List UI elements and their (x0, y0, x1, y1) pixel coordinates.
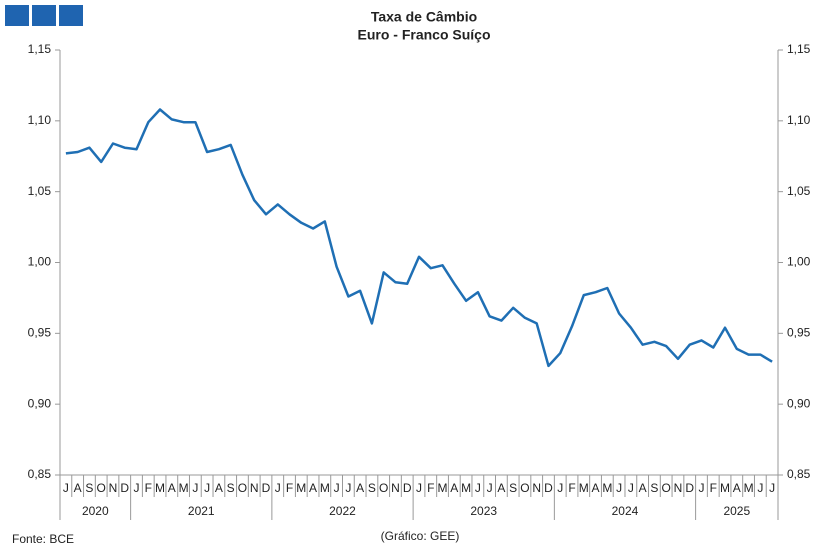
chart-title: Taxa de Câmbio (371, 9, 477, 25)
x-tick-label: S (85, 481, 93, 495)
y-tick-label: 1,05 (28, 184, 52, 198)
y-tick-label: 1,10 (28, 113, 52, 127)
source: Fonte: BCE (12, 532, 74, 546)
x-tick-label: D (403, 481, 412, 495)
x-tick-label: A (356, 481, 364, 495)
y-tick-label: 1,00 (28, 255, 52, 269)
x-tick-label: N (532, 481, 541, 495)
x-tick-label: J (345, 481, 351, 495)
y2-tick-label: 1,10 (787, 113, 811, 127)
x-tick-label: J (628, 481, 634, 495)
x-tick-label: A (168, 481, 176, 495)
x-tick-label: M (155, 481, 165, 495)
x-tick-label: O (662, 481, 671, 495)
year-label: 2020 (82, 504, 109, 518)
x-tick-label: A (639, 481, 647, 495)
x-tick-label: J (616, 481, 622, 495)
y-tick-label: 0,95 (28, 326, 52, 340)
logo-square (32, 5, 56, 26)
x-tick-label: J (557, 481, 563, 495)
x-tick-label: J (698, 481, 704, 495)
logo-square (5, 5, 29, 26)
x-tick-label: M (579, 481, 589, 495)
x-tick-label: F (568, 481, 575, 495)
x-tick-label: O (520, 481, 529, 495)
x-tick-label: N (391, 481, 400, 495)
x-tick-label: J (475, 481, 481, 495)
x-tick-label: M (602, 481, 612, 495)
x-tick-label: S (227, 481, 235, 495)
x-tick-label: F (427, 481, 434, 495)
x-tick-label: A (215, 481, 223, 495)
x-tick-label: S (368, 481, 376, 495)
y2-tick-label: 1,05 (787, 184, 811, 198)
x-tick-label: O (238, 481, 247, 495)
x-tick-label: A (450, 481, 458, 495)
x-tick-label: D (120, 481, 129, 495)
x-tick-label: M (320, 481, 330, 495)
x-tick-label: J (63, 481, 69, 495)
x-tick-label: O (97, 481, 106, 495)
year-label: 2023 (470, 504, 497, 518)
x-tick-label: J (487, 481, 493, 495)
x-tick-label: F (145, 481, 152, 495)
year-label: 2024 (612, 504, 639, 518)
x-tick-label: J (416, 481, 422, 495)
x-tick-label: M (744, 481, 754, 495)
x-tick-label: J (192, 481, 198, 495)
x-tick-label: D (262, 481, 271, 495)
x-tick-label: J (134, 481, 140, 495)
x-tick-label: N (674, 481, 683, 495)
x-tick-label: J (757, 481, 763, 495)
x-tick-label: N (250, 481, 259, 495)
x-tick-label: S (650, 481, 658, 495)
x-tick-label: O (379, 481, 388, 495)
y-tick-label: 0,85 (28, 467, 52, 481)
x-tick-label: N (109, 481, 118, 495)
x-tick-label: M (720, 481, 730, 495)
x-tick-label: F (286, 481, 293, 495)
y2-tick-label: 0,90 (787, 396, 811, 410)
x-tick-label: J (334, 481, 340, 495)
x-tick-label: D (685, 481, 694, 495)
data-line (65, 108, 773, 368)
x-tick-label: F (710, 481, 717, 495)
x-tick-label: A (309, 481, 317, 495)
x-tick-label: A (733, 481, 741, 495)
x-tick-label: M (296, 481, 306, 495)
x-tick-label: J (769, 481, 775, 495)
x-tick-label: S (509, 481, 517, 495)
year-label: 2022 (329, 504, 356, 518)
y2-tick-label: 1,00 (787, 255, 811, 269)
y2-tick-label: 1,15 (787, 42, 811, 56)
x-tick-label: A (74, 481, 82, 495)
x-tick-label: M (179, 481, 189, 495)
x-tick-label: A (497, 481, 505, 495)
x-tick-label: D (544, 481, 553, 495)
y-tick-label: 0,90 (28, 396, 52, 410)
year-label: 2025 (723, 504, 750, 518)
chart-subtitle: Euro - Franco Suíço (357, 27, 490, 43)
credit: (Gráfico: GEE) (381, 529, 460, 543)
x-tick-label: M (438, 481, 448, 495)
y2-tick-label: 0,85 (787, 467, 811, 481)
x-tick-label: J (204, 481, 210, 495)
x-tick-label: M (461, 481, 471, 495)
y2-tick-label: 0,95 (787, 326, 811, 340)
y-tick-label: 1,15 (28, 42, 52, 56)
x-tick-label: A (592, 481, 600, 495)
year-label: 2021 (188, 504, 215, 518)
logo-square (59, 5, 83, 26)
x-tick-label: J (275, 481, 281, 495)
